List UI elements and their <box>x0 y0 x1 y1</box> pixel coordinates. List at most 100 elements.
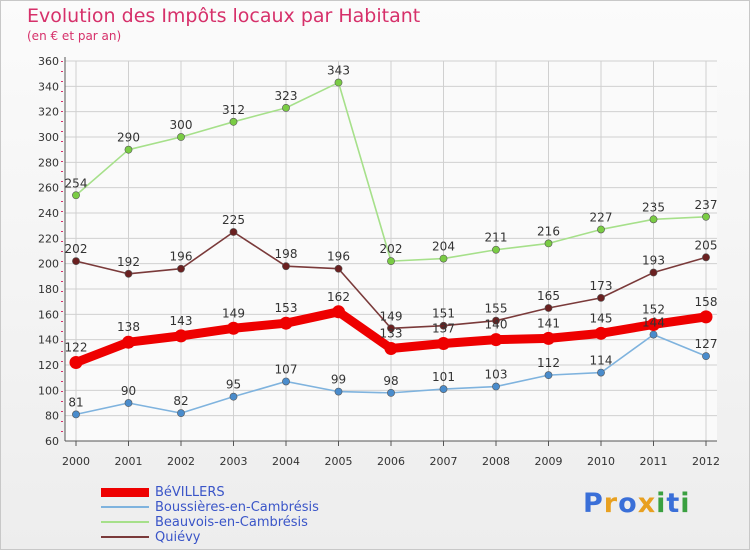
data-label: 216 <box>537 224 560 238</box>
data-label: 227 <box>590 210 613 224</box>
y-tick-label: 260 <box>38 182 59 195</box>
data-point <box>702 212 710 221</box>
data-point <box>492 245 500 254</box>
y-tick-label: 180 <box>38 283 59 296</box>
y-tick-label: 360 <box>38 55 59 68</box>
legend-label-beauvois: Beauvois-en-Cambrésis <box>155 515 308 530</box>
data-label: 196 <box>170 250 193 264</box>
data-point <box>334 78 343 87</box>
data-point <box>332 305 345 319</box>
data-label: 138 <box>117 320 140 334</box>
y-tick-label: 140 <box>38 334 59 347</box>
x-tick-label: 2011 <box>640 455 668 468</box>
y-tick-label: 340 <box>38 80 59 93</box>
data-label: 149 <box>222 306 245 320</box>
data-point <box>647 317 660 331</box>
data-point <box>177 409 185 418</box>
x-tick-label: 2008 <box>482 455 510 468</box>
data-label: 151 <box>432 307 455 321</box>
data-point <box>439 254 448 263</box>
data-label: 192 <box>117 255 140 269</box>
data-label: 101 <box>432 370 455 384</box>
data-label: 112 <box>537 356 560 370</box>
data-label: 144 <box>642 316 665 330</box>
data-label: 145 <box>590 311 613 325</box>
data-label: 158 <box>695 295 718 309</box>
data-label: 196 <box>327 250 350 264</box>
data-label: 143 <box>170 314 193 328</box>
data-point <box>174 329 188 343</box>
legend-swatch-beauvois <box>101 521 149 523</box>
data-point <box>597 225 605 234</box>
data-label: 153 <box>275 301 298 315</box>
data-label: 162 <box>327 290 350 304</box>
data-point <box>544 239 553 248</box>
data-point <box>597 368 605 377</box>
data-label: 81 <box>68 395 83 409</box>
data-label: 95 <box>226 378 241 392</box>
logo-letter: r <box>603 488 619 519</box>
x-tick-label: 2004 <box>272 455 300 468</box>
x-tick-label: 2006 <box>377 455 405 468</box>
x-tick-label: 2000 <box>62 455 90 468</box>
data-label: 127 <box>695 337 718 351</box>
data-point <box>439 385 448 393</box>
logo-letter: P <box>583 488 604 519</box>
chart-title: Evolution des Impôts locaux par Habitant <box>27 5 421 27</box>
data-point <box>492 316 500 325</box>
data-label: 98 <box>383 374 398 388</box>
data-label: 204 <box>432 240 455 254</box>
data-label: 173 <box>590 279 613 293</box>
logo-letter: o <box>618 488 638 519</box>
data-label: 312 <box>222 103 245 117</box>
data-point <box>334 387 343 396</box>
y-tick-label: 120 <box>38 359 59 372</box>
data-point <box>649 330 658 339</box>
data-label: 103 <box>485 368 508 382</box>
data-label: 140 <box>485 318 508 332</box>
data-label: 122 <box>65 340 88 354</box>
data-label: 152 <box>642 302 665 316</box>
y-tick-label: 280 <box>38 156 59 169</box>
data-label: 90 <box>121 384 136 398</box>
data-point <box>649 268 658 277</box>
data-label: 137 <box>432 321 455 335</box>
logo-letter: t <box>666 488 681 519</box>
data-point <box>229 392 238 401</box>
data-point <box>387 257 395 266</box>
chart-subtitle: (en € et par an) <box>27 29 122 43</box>
data-point <box>124 269 133 278</box>
y-tick-label: 200 <box>38 258 59 271</box>
data-point <box>387 324 395 333</box>
data-point <box>542 331 555 345</box>
data-label: 99 <box>331 373 346 387</box>
logo-letter: x <box>637 488 657 519</box>
y-tick-label: 60 <box>45 435 59 448</box>
legend-label-bevillers: BéVILLERS <box>155 485 225 500</box>
legend-swatch-bevillers <box>101 488 149 497</box>
y-tick-label: 320 <box>38 106 59 119</box>
data-point <box>227 321 240 335</box>
data-point <box>492 382 500 391</box>
data-point <box>597 293 605 302</box>
data-point <box>124 399 133 407</box>
data-point <box>702 352 710 361</box>
data-label: 235 <box>642 200 665 214</box>
data-label: 202 <box>380 242 403 256</box>
data-point <box>702 253 710 262</box>
data-label: 82 <box>173 394 188 408</box>
data-point <box>282 377 290 386</box>
x-tick-label: 2003 <box>220 455 248 468</box>
y-tick-label: 80 <box>45 410 59 423</box>
data-label: 300 <box>170 118 193 132</box>
data-label: 205 <box>695 238 718 252</box>
data-point <box>594 326 608 340</box>
data-point <box>229 228 238 236</box>
x-tick-label: 2010 <box>587 455 615 468</box>
legend-swatch-boussieres <box>101 506 149 508</box>
data-point <box>649 215 658 224</box>
data-label: 133 <box>380 327 403 341</box>
legend-label-quievy: Quiévy <box>155 530 201 545</box>
x-tick-label: 2001 <box>115 455 143 468</box>
